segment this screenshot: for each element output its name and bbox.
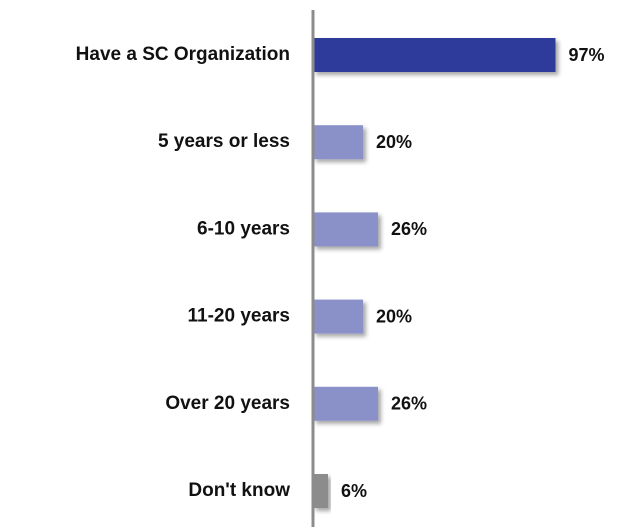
bar bbox=[313, 38, 556, 72]
value-label: 97% bbox=[569, 45, 605, 65]
category-label: Over 20 years bbox=[165, 393, 290, 414]
value-label: 6% bbox=[341, 481, 367, 501]
bar bbox=[313, 212, 378, 247]
bar bbox=[313, 474, 328, 508]
category-label: 5 years or less bbox=[158, 131, 290, 152]
value-label: 26% bbox=[391, 219, 427, 239]
category-label: Have a SC Organization bbox=[76, 44, 290, 65]
category-label: 11-20 years bbox=[188, 306, 291, 327]
bar bbox=[313, 125, 363, 160]
value-label: 26% bbox=[391, 394, 427, 414]
bar bbox=[313, 299, 363, 334]
bar bbox=[313, 386, 378, 421]
value-label: 20% bbox=[376, 132, 412, 152]
category-label: Don't know bbox=[188, 480, 290, 501]
value-label: 20% bbox=[376, 306, 412, 326]
category-label: 6-10 years bbox=[197, 218, 290, 239]
